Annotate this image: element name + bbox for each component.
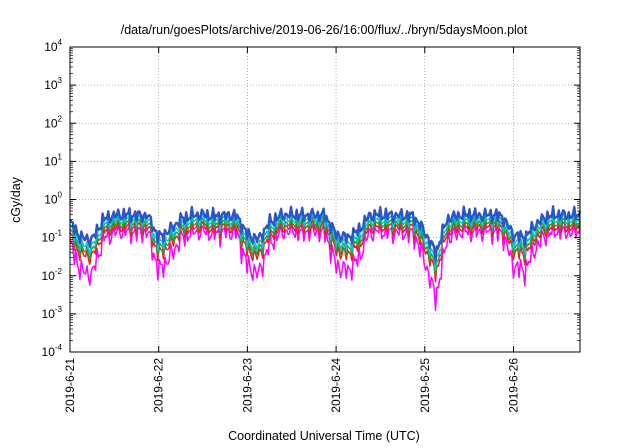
x-tick-label: 2019-6-24: [329, 358, 343, 413]
chart-title: /data/run/goesPlots/archive/2019-06-26/1…: [121, 23, 528, 37]
x-tick-label: 2019-6-25: [418, 358, 432, 413]
x-tick-label: 2019-6-22: [152, 358, 166, 413]
x-axis-label: Coordinated Universal Time (UTC): [228, 429, 420, 443]
y-axis-label: cGy/day: [9, 176, 23, 223]
y-tick-label: 103: [44, 76, 62, 92]
y-axis: 104 103 102 101 100 10-1 10-2 10-3 10-4: [42, 38, 580, 359]
series-line-3: [69, 213, 581, 277]
y-tick-label: 10-4: [42, 343, 63, 359]
y-tick-label: 104: [44, 38, 62, 54]
y-tick-label: 100: [44, 191, 62, 207]
y-tick-label: 10-3: [42, 305, 63, 321]
x-axis: 2019-6-21 2019-6-22 2019-6-23 2019-6-24 2019…: [63, 47, 520, 413]
x-tick-label: 2019-6-26: [506, 358, 520, 413]
y-tick-label: 101: [44, 152, 62, 168]
y-tick-label: 10-2: [42, 267, 63, 283]
grid: [70, 47, 580, 352]
y-tick-label: 10-1: [42, 229, 63, 245]
x-tick-label: 2019-6-21: [63, 358, 77, 413]
y-tick-label: 102: [44, 114, 62, 130]
series-line-1: [69, 221, 581, 312]
series-line-2: [69, 217, 581, 283]
series-line-4: [69, 209, 581, 271]
series-line-6: [69, 205, 582, 261]
series-group: [69, 205, 582, 312]
x-tick-label: 2019-6-23: [240, 358, 254, 413]
